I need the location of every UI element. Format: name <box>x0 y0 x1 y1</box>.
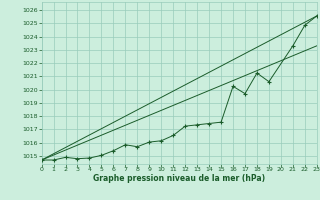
X-axis label: Graphe pression niveau de la mer (hPa): Graphe pression niveau de la mer (hPa) <box>93 174 265 183</box>
